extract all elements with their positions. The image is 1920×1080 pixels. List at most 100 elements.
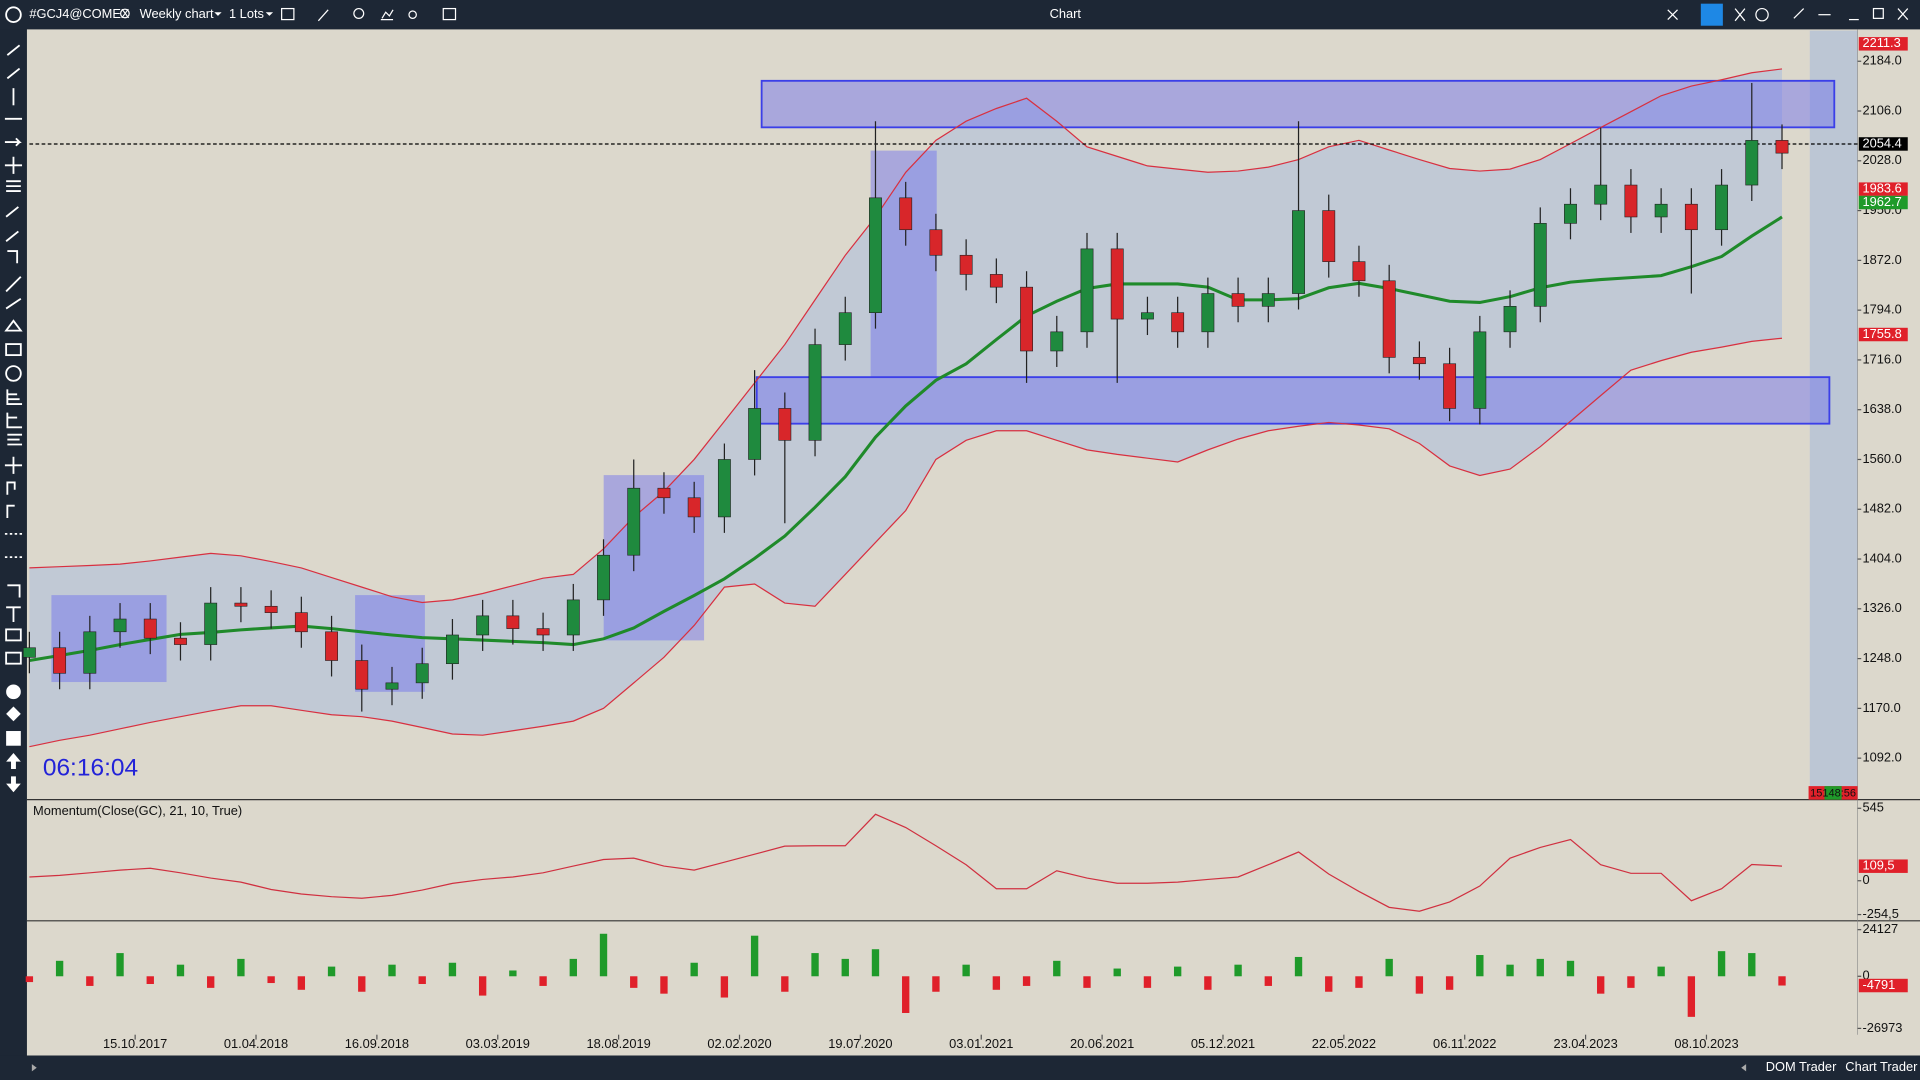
candle-body: [869, 197, 882, 314]
app-icon[interactable]: [5, 6, 22, 23]
future-shade: [1809, 30, 1858, 799]
candle-body: [264, 605, 278, 613]
histogram-bar: [1234, 964, 1242, 977]
x-tick-label: 18.08.2019: [586, 1036, 650, 1051]
x-tick-label: 16.09.2018: [345, 1036, 409, 1051]
x-tick-label: 02.02.2020: [707, 1036, 771, 1051]
y-tick-label: 2106.0: [1862, 102, 1901, 117]
title-bar: [0, 0, 1920, 30]
toolbar-icons[interactable]: [281, 7, 1909, 22]
x-tick-label: 15.10.2017: [103, 1036, 167, 1051]
camera-button[interactable]: [1700, 3, 1723, 26]
candle-body: [1564, 203, 1577, 224]
x-tick-label: 05.12.2021: [1191, 1036, 1255, 1051]
candle-body: [174, 637, 187, 645]
timeframe[interactable]: Weekly chart: [140, 6, 214, 21]
histogram-bar: [871, 949, 880, 977]
histogram-bar: [1566, 960, 1575, 977]
candle-body: [1624, 184, 1638, 218]
price-tag-label: 1983.6: [1862, 181, 1901, 196]
histogram-bar: [1687, 976, 1696, 1017]
y-tick-label: 1248.0: [1862, 650, 1901, 665]
bollinger-band: [29, 68, 1783, 604]
x-tick-label: 20.06.2021: [1070, 1036, 1134, 1051]
countdown-box: [1824, 786, 1842, 800]
candle-body: [1201, 293, 1215, 333]
candle-body: [143, 618, 157, 639]
zone: [603, 475, 705, 641]
histogram-bar: [690, 962, 698, 977]
y-tick-label: 1638.0: [1862, 401, 1901, 416]
candle-body: [446, 634, 459, 665]
histogram-bar: [1022, 976, 1031, 986]
y-tick-label: 1794.0: [1862, 302, 1901, 317]
candle-body: [83, 631, 97, 674]
y-tick-label: 1716.0: [1862, 351, 1901, 366]
histogram-bar: [55, 960, 64, 977]
candle-body: [989, 274, 1003, 288]
support-zone: [755, 376, 1831, 425]
scroll-right[interactable]: [1741, 1064, 1747, 1072]
moving-average: [29, 215, 1783, 662]
footer-tab[interactable]: Chart Trader: [1845, 1059, 1918, 1074]
y-tick-label: 1170.0: [1862, 700, 1900, 715]
y-tick-label: 1560.0: [1862, 451, 1901, 466]
scroll-left[interactable]: [31, 1064, 37, 1072]
candle-body: [717, 459, 731, 518]
histogram-bar: [1536, 958, 1544, 977]
lots[interactable]: 1 Lots: [229, 6, 264, 21]
candle-body: [506, 615, 520, 629]
histogram-bar: [1083, 976, 1091, 988]
drawing-tools[interactable]: [4, 44, 23, 665]
drawing-toolbar: [0, 29, 27, 1056]
candle-body: [959, 254, 973, 275]
candle-body: [1231, 293, 1245, 307]
histogram-bar: [811, 953, 819, 977]
marker-tools[interactable]: [6, 684, 21, 793]
candle-body: [1171, 312, 1185, 333]
candle-body: [1684, 203, 1698, 231]
histogram-bar: [1143, 976, 1152, 988]
candle-body: [1775, 140, 1789, 154]
x-tick-label: 03.01.2021: [949, 1036, 1013, 1051]
footer-tab[interactable]: DOM Trader: [1766, 1059, 1837, 1074]
price-tag: [1858, 978, 1908, 993]
candle-body: [627, 487, 641, 556]
bollinger-band: [29, 337, 1783, 748]
candle-body: [657, 487, 671, 499]
histogram-bar: [1748, 953, 1756, 977]
candle-body: [1292, 210, 1305, 294]
symbol[interactable]: #GCJ4@COMEX: [29, 6, 130, 21]
candle-body: [899, 197, 913, 231]
histogram-bar: [176, 964, 185, 977]
histogram-bar: [116, 953, 124, 977]
candle-body: [929, 229, 943, 256]
candle-body: [1594, 184, 1608, 205]
histogram-bar: [1445, 976, 1454, 990]
search-icon[interactable]: [120, 8, 130, 19]
histogram-bar: [1627, 976, 1635, 988]
y-tick-label: 2184.0: [1862, 53, 1901, 68]
price-tag-label: 1962.7: [1862, 194, 1901, 209]
candle-body: [1654, 203, 1668, 218]
histogram-bar: [1657, 966, 1665, 977]
histogram-bar: [1204, 976, 1212, 990]
price-tag-label: 109,5: [1862, 858, 1894, 873]
candle-body: [1322, 210, 1336, 262]
price-tag: [1858, 37, 1908, 51]
histogram-bar: [267, 976, 275, 984]
histogram-bar: [207, 976, 215, 988]
histogram-bar: [660, 976, 668, 994]
dropdown-arrow[interactable]: [214, 12, 222, 16]
price-tag-label: 2054.4: [1862, 135, 1901, 150]
dropdown-arrow[interactable]: [265, 12, 274, 16]
histogram-bar: [992, 976, 1001, 990]
candle-body: [234, 602, 248, 607]
zones: [51, 79, 1836, 692]
candle-body: [687, 497, 701, 518]
x-tick-label: 23.04.2023: [1553, 1036, 1617, 1051]
resistance-zone: [760, 79, 1836, 129]
candle-body: [1412, 357, 1426, 365]
histogram-bar: [1506, 964, 1514, 977]
histogram-bar: [841, 958, 849, 977]
